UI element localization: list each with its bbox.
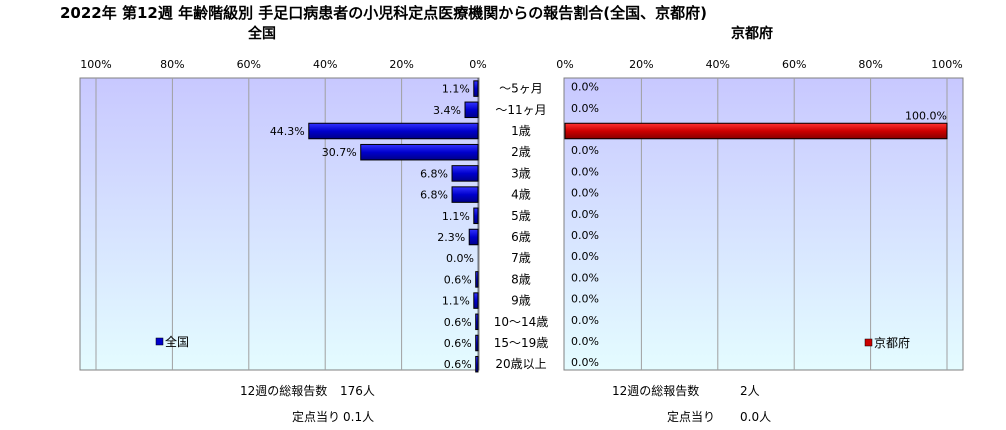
left-bar xyxy=(473,292,479,309)
right-total-label: 12週の総報告数 xyxy=(612,383,699,398)
category-label: 9歳 xyxy=(511,294,531,308)
left-tick-label: 80% xyxy=(160,58,184,71)
left-bar xyxy=(451,186,479,203)
right-tick-label: 60% xyxy=(782,58,806,71)
right-bars xyxy=(564,122,948,140)
left-bar xyxy=(464,101,479,119)
left-data-labels: 1.1% 3.4% 44.3% 30.7% 6.8% 6.8% 1.1% 2.3% 0.0% 0.… xyxy=(270,83,474,372)
right-data-labels: 0.0% 0.0% 100.0% 0.0% 0.0% 0.0% 0.0% 0.0% 0.0% 0.… xyxy=(571,81,947,370)
category-label: 15～19歳 xyxy=(494,336,549,350)
right-chart-subtitle: 京都府 xyxy=(731,25,773,42)
left-data-label: 30.7% xyxy=(322,146,357,159)
right-data-label: 0.0% xyxy=(571,335,599,348)
left-data-label: 6.8% xyxy=(420,167,448,180)
left-bar xyxy=(475,334,479,352)
right-tick-label: 20% xyxy=(629,58,653,71)
right-bar xyxy=(564,122,948,140)
category-labels: ～5ヶ月 ～11ヶ月 1歳 2歳 3歳 4歳 5歳 6歳 7歳 8歳 9歳 10～14歳 15～19歳 2… xyxy=(494,82,549,372)
right-legend-label: 京都府 xyxy=(874,335,910,350)
right-per-value: 0.0人 xyxy=(740,410,771,424)
left-data-label: 0.0% xyxy=(446,252,474,265)
right-plot-area: 0% 20% 40% 60% 80% 100% 0.0%0.0%100.0%0.0%0.0… xyxy=(556,58,964,371)
left-data-label: 44.3% xyxy=(270,125,305,138)
left-tick-label: 0% xyxy=(469,58,486,71)
left-tick-label: 20% xyxy=(389,58,413,71)
left-data-label: 6.8% xyxy=(420,189,448,202)
left-bars xyxy=(308,80,479,373)
category-label: 7歳 xyxy=(511,251,531,265)
left-bar xyxy=(308,122,479,140)
left-bar xyxy=(360,143,479,161)
right-data-label: 0.0% xyxy=(571,293,599,306)
left-data-label: 1.1% xyxy=(442,295,470,308)
left-data-label: 0.6% xyxy=(444,358,472,371)
category-label: 10～14歳 xyxy=(494,315,549,329)
right-data-label: 0.0% xyxy=(571,81,599,94)
left-data-label: 0.6% xyxy=(444,316,472,329)
right-data-label: 0.0% xyxy=(571,229,599,242)
right-data-label: 0.0% xyxy=(571,250,599,263)
right-data-label: 0.0% xyxy=(571,165,599,178)
right-plot-background xyxy=(563,77,964,371)
right-footer: 12週の総報告数 2人 定点当り 0.0人 xyxy=(612,383,771,424)
category-label: ～5ヶ月 xyxy=(499,82,543,96)
right-tick-labels: 0% 20% 40% 60% 80% 100% xyxy=(556,58,962,71)
left-bar xyxy=(475,271,479,288)
left-legend: 全国 xyxy=(155,334,189,349)
category-label: 2歳 xyxy=(511,145,531,159)
left-plot-area: 100% 80% 60% 40% 20% 0% 1.1% 3.4% 44.3% 30.7% 6.8… xyxy=(79,58,487,373)
right-tick-label: 40% xyxy=(706,58,730,71)
left-data-label: 3.4% xyxy=(433,104,461,117)
category-label: 8歳 xyxy=(511,272,531,286)
category-label: 3歳 xyxy=(511,166,531,180)
category-label: 5歳 xyxy=(511,209,531,223)
right-total-value: 2人 xyxy=(740,384,760,398)
left-legend-label: 全国 xyxy=(165,334,189,349)
right-data-label: 0.0% xyxy=(571,144,599,157)
left-tick-label: 60% xyxy=(237,58,261,71)
right-per-label: 定点当り xyxy=(667,409,715,424)
left-bar xyxy=(473,207,479,225)
left-tick-label: 40% xyxy=(313,58,337,71)
category-label: ～11ヶ月 xyxy=(495,103,546,117)
left-data-label: 1.1% xyxy=(442,210,470,223)
category-label: 6歳 xyxy=(511,230,531,244)
left-bar xyxy=(475,355,479,373)
left-data-label: 0.6% xyxy=(444,273,472,286)
left-data-label: 2.3% xyxy=(437,231,465,244)
left-chart-subtitle: 全国 xyxy=(247,25,276,42)
right-legend: 京都府 xyxy=(864,335,910,350)
left-per-label: 定点当り xyxy=(292,409,340,424)
left-total-label: 12週の総報告数 xyxy=(240,383,327,398)
left-legend-swatch xyxy=(155,337,164,346)
right-tick-label: 0% xyxy=(556,58,573,71)
left-bar xyxy=(451,165,479,182)
left-data-label: 0.6% xyxy=(444,337,472,350)
left-plot-background xyxy=(79,77,480,371)
left-bar xyxy=(475,313,479,331)
left-total-value: 176人 xyxy=(340,384,375,398)
right-data-label: 0.0% xyxy=(571,102,599,115)
right-data-label: 0.0% xyxy=(571,356,599,369)
left-per-value: 0.1人 xyxy=(343,410,374,424)
right-data-label: 0.0% xyxy=(571,271,599,284)
left-bar xyxy=(473,80,479,97)
left-tick-label: 100% xyxy=(80,58,111,71)
right-legend-swatch xyxy=(864,338,873,347)
left-data-label: 1.1% xyxy=(442,83,470,96)
category-label: 20歳以上 xyxy=(495,357,546,371)
right-tick-label: 100% xyxy=(931,58,962,71)
left-bar xyxy=(468,228,479,246)
right-data-label: 100.0% xyxy=(905,109,947,122)
right-data-label: 0.0% xyxy=(571,208,599,221)
chart-title: 2022年 第12週 年齢階級別 手足口病患者の小児科定点医療機関からの報告割合… xyxy=(60,4,707,22)
category-label: 1歳 xyxy=(511,124,531,138)
category-label: 4歳 xyxy=(511,188,531,202)
left-tick-labels: 100% 80% 60% 40% 20% 0% xyxy=(80,58,486,71)
right-tick-label: 80% xyxy=(858,58,882,71)
right-data-label: 0.0% xyxy=(571,314,599,327)
left-footer: 12週の総報告数 176人 定点当り 0.1人 xyxy=(240,383,375,424)
right-data-label: 0.0% xyxy=(571,187,599,200)
